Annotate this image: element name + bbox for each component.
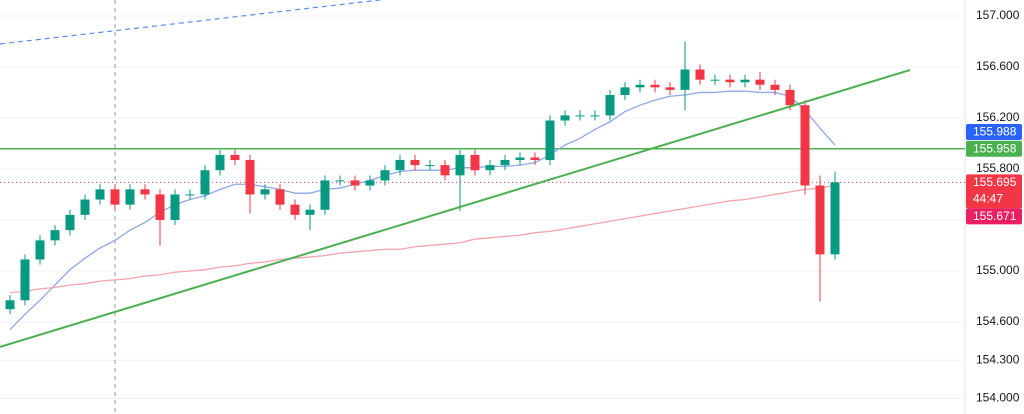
candle-body xyxy=(125,189,135,205)
candle-body xyxy=(485,165,495,171)
candle-body xyxy=(680,69,690,90)
candle-body xyxy=(170,194,180,220)
price-tag xyxy=(966,140,1022,157)
candle-body xyxy=(455,154,465,176)
price-tag xyxy=(966,123,1022,140)
candle-body xyxy=(395,160,405,171)
trend-line xyxy=(0,69,911,348)
price-tag-label: 155.958 xyxy=(973,141,1017,155)
trend-line xyxy=(0,0,381,45)
candle-body xyxy=(230,154,240,161)
candle-body xyxy=(215,154,225,171)
candle-body xyxy=(605,94,615,116)
candle-body xyxy=(410,160,420,166)
candle-body xyxy=(560,115,570,121)
candle-body xyxy=(635,84,645,88)
candle-body xyxy=(35,240,45,260)
candle-body xyxy=(260,189,270,195)
candle-body xyxy=(500,160,510,166)
candle-body xyxy=(95,189,105,200)
candle-body xyxy=(140,189,150,195)
candle-body xyxy=(545,120,555,161)
y-tick-label: 156.600 xyxy=(976,59,1020,73)
y-tick-label: 155.000 xyxy=(976,263,1020,277)
candle-body xyxy=(335,180,345,182)
countdown-label: 44:47 xyxy=(973,192,1003,206)
candle-body xyxy=(710,79,720,81)
price-tag-label: 155.988 xyxy=(973,125,1017,139)
candle-body xyxy=(650,84,660,88)
candle-body xyxy=(830,182,840,255)
candle-body xyxy=(440,165,450,176)
candle-body xyxy=(425,165,435,167)
candle-body xyxy=(755,79,765,85)
candle-body xyxy=(80,199,90,215)
candle-body xyxy=(380,170,390,181)
candle-body xyxy=(305,209,315,215)
y-tick-label: 157.000 xyxy=(976,8,1020,22)
candle-body xyxy=(185,194,195,196)
moving-average xyxy=(9,184,836,294)
candle-body xyxy=(575,115,585,117)
candle-body xyxy=(200,170,210,195)
candle-body xyxy=(770,84,780,90)
candle-body xyxy=(695,69,705,80)
candle-body xyxy=(110,189,120,205)
candle-body xyxy=(350,180,360,186)
candle-body xyxy=(65,214,75,231)
candle-body xyxy=(590,115,600,117)
candle-body xyxy=(470,154,480,171)
candle-body xyxy=(275,189,285,205)
candle-body xyxy=(320,180,330,210)
y-tick-label: 156.200 xyxy=(976,110,1020,124)
price-tag-label: 155.671 xyxy=(973,209,1017,223)
candle-body xyxy=(530,157,540,161)
candle-body xyxy=(800,105,810,186)
candle-body xyxy=(740,79,750,83)
price-tag-label: 155.695 xyxy=(973,175,1017,189)
candle-body xyxy=(515,157,525,161)
candle-body xyxy=(20,259,30,301)
y-tick-label: 154.600 xyxy=(976,314,1020,328)
candle-body xyxy=(365,180,375,186)
price-tag xyxy=(966,174,1022,209)
candle-body xyxy=(815,185,825,255)
candle-body xyxy=(245,160,255,195)
price-tag xyxy=(966,208,1022,225)
candle-body xyxy=(620,87,630,95)
candle-body xyxy=(50,230,60,241)
y-tick-label: 155.800 xyxy=(976,161,1020,175)
candle-body xyxy=(665,87,675,90)
y-tick-label: 154.300 xyxy=(976,352,1020,366)
moving-average xyxy=(9,90,836,331)
candle-body xyxy=(290,204,300,215)
candle-body xyxy=(155,194,165,220)
candle-body xyxy=(785,89,795,106)
candle-body xyxy=(5,300,15,310)
candle-body xyxy=(725,79,735,83)
y-tick-label: 154.000 xyxy=(976,391,1020,405)
